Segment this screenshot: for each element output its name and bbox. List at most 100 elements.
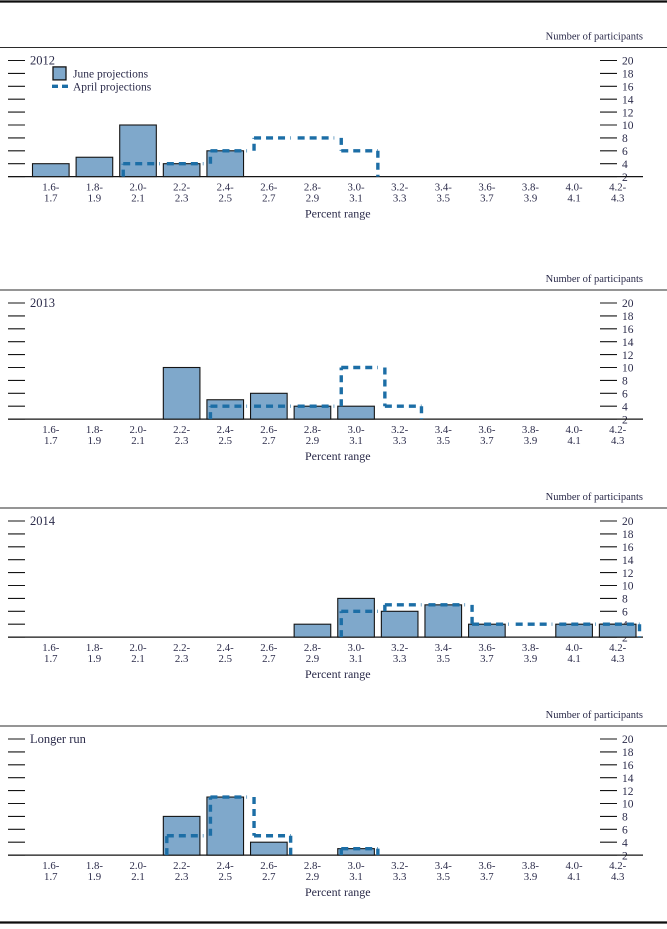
svg-text:8: 8: [622, 133, 628, 145]
svg-text:12: 12: [622, 786, 634, 798]
svg-text:2.9: 2.9: [306, 193, 320, 205]
svg-text:6: 6: [622, 146, 628, 158]
svg-text:2.5: 2.5: [218, 653, 232, 665]
svg-text:1.9: 1.9: [88, 871, 102, 883]
svg-text:3.9: 3.9: [524, 871, 538, 883]
svg-text:April projections: April projections: [73, 82, 152, 94]
svg-text:10: 10: [622, 581, 634, 593]
svg-text:2.1: 2.1: [131, 871, 145, 883]
svg-text:3.5: 3.5: [437, 653, 451, 665]
svg-text:20: 20: [622, 734, 634, 746]
svg-text:4.3: 4.3: [611, 871, 625, 883]
svg-text:3.3: 3.3: [393, 193, 407, 205]
svg-text:1.7: 1.7: [44, 435, 58, 447]
svg-text:10: 10: [622, 363, 634, 375]
svg-text:20: 20: [622, 56, 634, 68]
svg-text:8: 8: [622, 594, 628, 606]
svg-text:12: 12: [622, 107, 634, 119]
svg-text:3.7: 3.7: [480, 435, 494, 447]
svg-text:2.3: 2.3: [175, 871, 189, 883]
svg-text:4.1: 4.1: [567, 435, 581, 447]
svg-text:3.9: 3.9: [524, 193, 538, 205]
svg-text:20: 20: [622, 516, 634, 528]
svg-text:3.3: 3.3: [393, 871, 407, 883]
svg-text:2.7: 2.7: [262, 871, 276, 883]
svg-text:2.3: 2.3: [175, 193, 189, 205]
svg-text:1.9: 1.9: [88, 435, 102, 447]
svg-text:3.1: 3.1: [349, 653, 363, 665]
svg-text:6: 6: [622, 607, 628, 619]
svg-text:2.3: 2.3: [175, 435, 189, 447]
svg-text:3.3: 3.3: [393, 435, 407, 447]
svg-text:10: 10: [622, 120, 634, 132]
svg-text:10: 10: [622, 799, 634, 811]
svg-text:1.9: 1.9: [88, 193, 102, 205]
svg-text:2.1: 2.1: [131, 435, 145, 447]
svg-text:4: 4: [622, 159, 628, 171]
svg-text:2.7: 2.7: [262, 435, 276, 447]
svg-text:4.1: 4.1: [567, 653, 581, 665]
svg-text:3.5: 3.5: [437, 871, 451, 883]
svg-text:3.9: 3.9: [524, 653, 538, 665]
svg-text:3.5: 3.5: [437, 193, 451, 205]
svg-text:1.7: 1.7: [44, 653, 58, 665]
svg-text:3.7: 3.7: [480, 193, 494, 205]
svg-text:2.9: 2.9: [306, 871, 320, 883]
svg-text:2.9: 2.9: [306, 653, 320, 665]
svg-text:14: 14: [622, 773, 634, 785]
svg-text:18: 18: [622, 747, 634, 759]
svg-text:4.1: 4.1: [567, 193, 581, 205]
svg-text:18: 18: [622, 311, 634, 323]
svg-text:4: 4: [622, 837, 628, 849]
svg-text:3.7: 3.7: [480, 871, 494, 883]
svg-text:4.3: 4.3: [611, 653, 625, 665]
svg-text:18: 18: [622, 69, 634, 81]
svg-text:2.9: 2.9: [306, 435, 320, 447]
svg-text:3.1: 3.1: [349, 435, 363, 447]
svg-text:4.3: 4.3: [611, 435, 625, 447]
svg-text:3.3: 3.3: [393, 653, 407, 665]
svg-text:2013: 2013: [30, 296, 55, 310]
svg-text:16: 16: [622, 542, 634, 554]
svg-text:16: 16: [622, 760, 634, 772]
svg-text:2.7: 2.7: [262, 653, 276, 665]
svg-text:3.9: 3.9: [524, 435, 538, 447]
svg-text:16: 16: [622, 82, 634, 94]
svg-text:4: 4: [622, 401, 628, 413]
svg-text:1.7: 1.7: [44, 193, 58, 205]
svg-text:3.1: 3.1: [349, 193, 363, 205]
svg-text:3.5: 3.5: [437, 435, 451, 447]
svg-text:2.1: 2.1: [131, 653, 145, 665]
svg-text:12: 12: [622, 568, 634, 580]
svg-text:8: 8: [622, 812, 628, 824]
svg-text:Percent range: Percent range: [305, 207, 371, 221]
svg-text:2012: 2012: [30, 54, 55, 68]
svg-text:16: 16: [622, 324, 634, 336]
svg-text:1.9: 1.9: [88, 653, 102, 665]
svg-text:Number of participants: Number of participants: [546, 274, 643, 285]
svg-text:3.7: 3.7: [480, 653, 494, 665]
svg-text:Number of participants: Number of participants: [546, 32, 643, 43]
svg-text:14: 14: [622, 94, 634, 106]
svg-text:1.7: 1.7: [44, 871, 58, 883]
svg-text:4.1: 4.1: [567, 871, 581, 883]
svg-text:8: 8: [622, 376, 628, 388]
svg-text:20: 20: [622, 298, 634, 310]
svg-text:12: 12: [622, 350, 634, 362]
svg-text:2.7: 2.7: [262, 193, 276, 205]
svg-text:14: 14: [622, 337, 634, 349]
svg-text:Number of participants: Number of participants: [546, 710, 643, 721]
svg-text:2014: 2014: [30, 514, 56, 528]
svg-text:4.3: 4.3: [611, 193, 625, 205]
svg-text:6: 6: [622, 389, 628, 401]
svg-text:2.5: 2.5: [218, 871, 232, 883]
svg-text:18: 18: [622, 529, 634, 541]
svg-text:Number of participants: Number of participants: [546, 492, 643, 503]
svg-text:2.1: 2.1: [131, 193, 145, 205]
svg-text:Percent range: Percent range: [305, 449, 371, 463]
svg-text:Longer run: Longer run: [30, 732, 87, 746]
svg-text:6: 6: [622, 825, 628, 837]
svg-text:Percent range: Percent range: [305, 885, 371, 899]
svg-text:2.3: 2.3: [175, 653, 189, 665]
svg-text:June projections: June projections: [73, 69, 149, 81]
